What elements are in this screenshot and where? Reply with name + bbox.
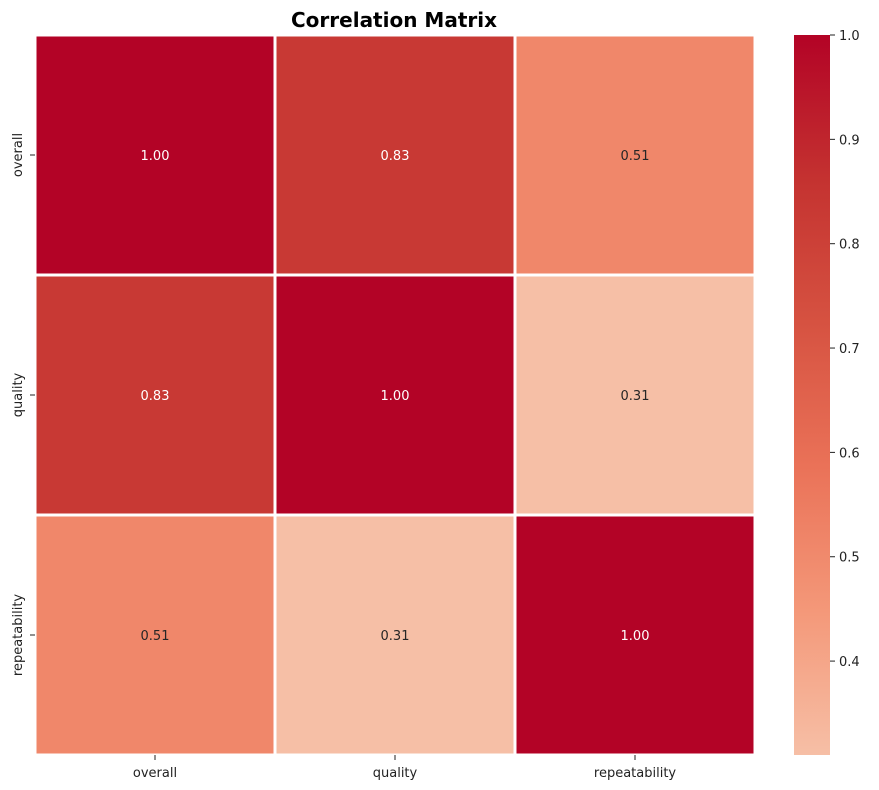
colorbar-tick-label: 0.9 — [839, 133, 860, 148]
x-tick-label: overall — [133, 766, 177, 781]
x-tick-label: quality — [373, 766, 418, 781]
y-axis: overall quality repeatability — [11, 133, 35, 676]
x-axis: overall quality repeatability — [133, 755, 677, 781]
heatmap-cell-quality-repeatability — [513, 273, 757, 517]
heatmap-cell-repeatability-quality — [273, 513, 517, 757]
cell-value-label: 1.00 — [141, 149, 170, 164]
colorbar-tick-label: 0.5 — [839, 551, 860, 566]
y-tick-label: quality — [11, 372, 26, 417]
cell-value-label: 1.00 — [381, 389, 410, 404]
y-tick-label: repeatability — [11, 594, 26, 677]
heatmap-cells: 1.00 0.83 0.51 0.83 1.00 0.31 0.51 0.31 1.00 — [33, 33, 757, 757]
cell-value-label: 0.51 — [621, 149, 650, 164]
chart-title: Correlation Matrix — [291, 8, 497, 32]
heatmap-cell-quality-overall — [33, 273, 277, 517]
x-tick-label: repeatability — [594, 766, 677, 781]
cell-value-label: 0.31 — [621, 389, 650, 404]
cell-value-label: 0.51 — [141, 629, 170, 644]
colorbar-tick-label: 0.7 — [839, 342, 860, 357]
cell-value-label: 0.31 — [381, 629, 410, 644]
colorbar-gradient — [794, 35, 830, 755]
cell-value-label: 0.83 — [381, 149, 410, 164]
colorbar-tick-label: 0.8 — [839, 238, 860, 253]
colorbar-tick-label: 1.0 — [839, 29, 860, 44]
colorbar: 0.4 0.5 0.6 0.7 0.8 0.9 1.0 — [794, 29, 860, 755]
heatmap-cell-overall-quality — [273, 33, 517, 277]
colorbar-tick-label: 0.4 — [839, 655, 860, 670]
cell-value-label: 0.83 — [141, 389, 170, 404]
cell-value-label: 1.00 — [621, 629, 650, 644]
heatmap-cell-overall-overall — [33, 33, 277, 277]
y-tick-label: overall — [11, 133, 26, 177]
colorbar-tick-label: 0.6 — [839, 446, 860, 461]
heatmap-cell-quality-quality — [273, 273, 517, 517]
heatmap-cell-overall-repeatability — [513, 33, 757, 277]
